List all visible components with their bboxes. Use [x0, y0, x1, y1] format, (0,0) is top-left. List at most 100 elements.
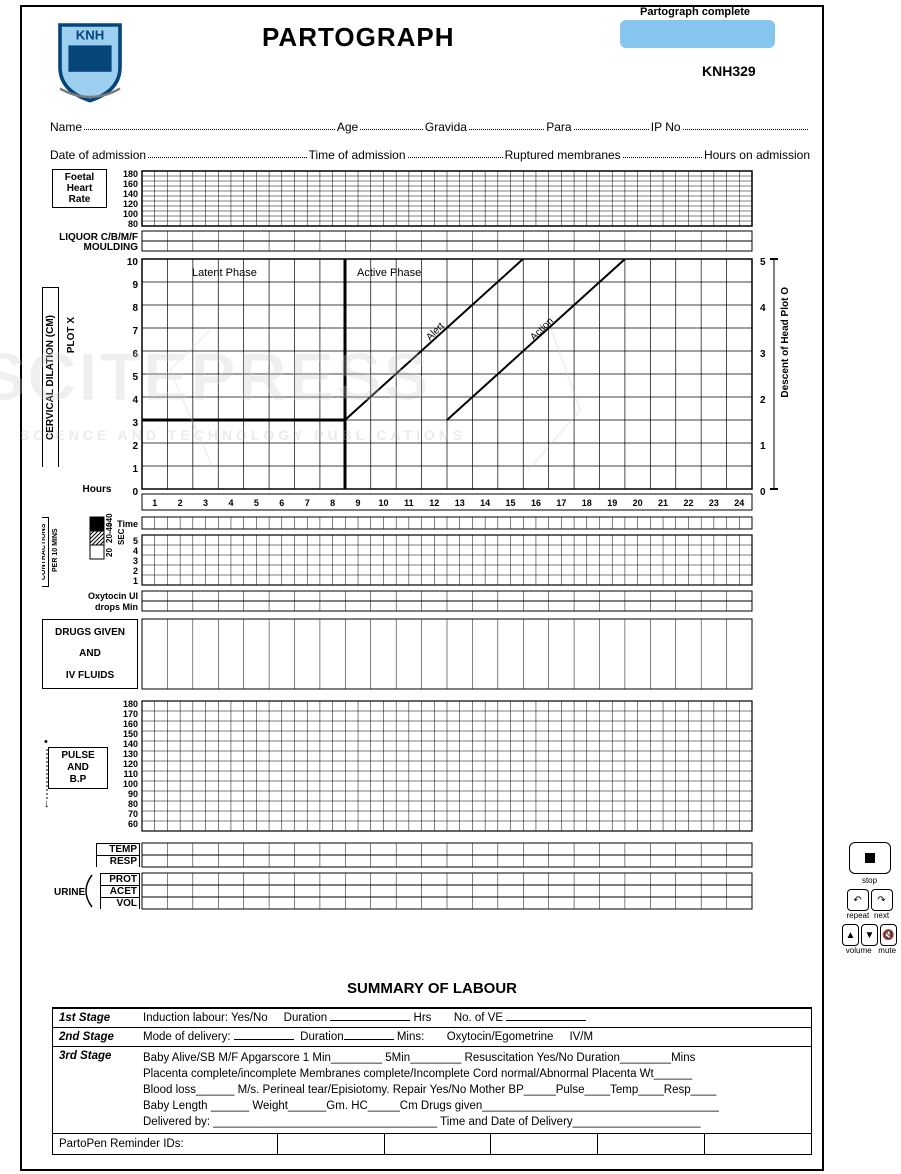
- svg-text:23: 23: [709, 498, 719, 508]
- s2a: Mode of delivery:: [143, 1031, 231, 1043]
- svg-text:8: 8: [330, 498, 335, 508]
- svg-text:5: 5: [760, 257, 766, 268]
- lbl-acet: ACET: [100, 885, 140, 897]
- svg-text:3: 3: [133, 556, 138, 566]
- lbl-fhr-2: Heart: [57, 183, 102, 194]
- svg-text:140: 140: [123, 189, 138, 199]
- s2b: Duration: [300, 1031, 343, 1043]
- vol-down-button[interactable]: ▼: [861, 924, 878, 946]
- form-code: KNH329: [702, 63, 756, 79]
- svg-text:80: 80: [128, 799, 138, 809]
- lbl-latent: Latent Phase: [192, 267, 257, 279]
- s1d: No. of VE: [454, 1012, 503, 1024]
- svg-text:160: 160: [123, 179, 138, 189]
- form-frame: KNH PARTOGRAPH KNH329 Name Age Gravida P…: [20, 5, 824, 1171]
- svg-text:20: 20: [633, 498, 643, 508]
- svg-text:2: 2: [760, 395, 766, 406]
- svg-text:80: 80: [128, 219, 138, 229]
- lbl-active: Active Phase: [357, 267, 421, 279]
- repeat-button[interactable]: ↶: [847, 889, 869, 911]
- lbl-rm: Ruptured membranes: [505, 145, 621, 165]
- s2c: Mins:: [397, 1031, 424, 1043]
- svg-text:5: 5: [132, 372, 138, 383]
- svg-text:100: 100: [123, 209, 138, 219]
- svg-text:17: 17: [556, 498, 566, 508]
- stage3-label: 3rd Stage: [53, 1046, 137, 1133]
- lbl-time: Time: [117, 519, 138, 529]
- lbl-plotx: PLOT X: [66, 317, 77, 353]
- s3-3: Blood loss______ M/s. Perineal tear/Epis…: [143, 1082, 805, 1098]
- s3-4: Baby Length ______ Weight______Gm. HC___…: [143, 1098, 805, 1114]
- svg-text:19: 19: [607, 498, 617, 508]
- stop-button[interactable]: [849, 842, 891, 874]
- summary-table: 1st Stage Induction labour: Yes/No Durat…: [52, 1007, 812, 1155]
- legend-20: 20: [105, 548, 114, 557]
- s3-1: Baby Alive/SB M/F Apgarscore 1 Min______…: [143, 1050, 805, 1066]
- lbl-pulse2: AND: [53, 762, 103, 774]
- lbl-stop: stop: [842, 876, 897, 885]
- svg-text:140: 140: [123, 739, 138, 749]
- svg-text:150: 150: [123, 729, 138, 739]
- lbl-mute: mute: [877, 946, 897, 955]
- lbl-descent: Descent of Head Plot O: [780, 287, 791, 398]
- lbl-name: Name: [50, 117, 82, 137]
- stage2-label: 2nd Stage: [53, 1027, 137, 1046]
- s1a: Induction labour: Yes/No: [143, 1012, 268, 1024]
- svg-text:120: 120: [123, 759, 138, 769]
- svg-text:11: 11: [404, 498, 414, 508]
- lbl-moulding: MOULDING: [84, 242, 139, 253]
- svg-text:110: 110: [123, 769, 138, 779]
- s2e: IV/M: [569, 1031, 593, 1043]
- lbl-drugs1: DRUGS GIVEN: [47, 627, 133, 638]
- svg-text:2: 2: [178, 498, 183, 508]
- svg-text:13: 13: [455, 498, 465, 508]
- vol-up-button[interactable]: ▲: [842, 924, 859, 946]
- lbl-prot: PROT: [100, 873, 140, 885]
- svg-text:1: 1: [132, 464, 138, 475]
- svg-text:7: 7: [305, 498, 310, 508]
- lbl-contractions: CONTRACTIONS: [42, 517, 49, 587]
- s3-2: Placenta complete/incomplete Membranes c…: [143, 1066, 805, 1082]
- partopen-label: PartoPen Reminder IDs:: [53, 1134, 278, 1154]
- svg-text:↓: ↓: [44, 798, 50, 810]
- svg-text:4: 4: [133, 546, 138, 556]
- mute-button[interactable]: 🔇: [880, 924, 897, 946]
- svg-text:100: 100: [123, 779, 138, 789]
- lbl-resp: RESP: [96, 855, 140, 867]
- lbl-para: Para: [546, 117, 571, 137]
- summary-heading: SUMMARY OF LABOUR: [52, 980, 812, 997]
- s1b: Duration: [284, 1012, 327, 1024]
- legend-sec: SEC: [117, 528, 126, 545]
- svg-text:10: 10: [127, 257, 139, 268]
- svg-text:8: 8: [132, 303, 138, 314]
- next-button[interactable]: ↷: [871, 889, 893, 911]
- lbl-fhr-3: Rate: [57, 194, 102, 205]
- svg-text:1: 1: [760, 441, 766, 452]
- lbl-drugs2: AND: [47, 648, 133, 659]
- svg-text:15: 15: [506, 498, 516, 508]
- lbl-oxy1: Oxytocin UI: [88, 591, 138, 601]
- svg-text:2: 2: [133, 566, 138, 576]
- svg-text:3: 3: [203, 498, 208, 508]
- lbl-ipno: IP No: [651, 117, 681, 137]
- svg-text:22: 22: [683, 498, 693, 508]
- svg-text:4: 4: [132, 395, 138, 406]
- media-controls: stop ↶ ↷ repeatnext ▲ ▼ 🔇 volumemute: [842, 840, 897, 955]
- svg-text:0: 0: [760, 487, 766, 498]
- lbl-volume: volume: [842, 946, 875, 955]
- lbl-gravida: Gravida: [425, 117, 467, 137]
- status-box: [620, 20, 775, 48]
- demographics-block: Name Age Gravida Para IP No Date of admi…: [50, 117, 810, 165]
- svg-text:6: 6: [279, 498, 284, 508]
- lbl-doa: Date of admission: [50, 145, 146, 165]
- lbl-repeat: repeat: [847, 911, 869, 920]
- svg-text:180: 180: [123, 699, 138, 709]
- lbl-per10: PER 10 MINS: [52, 517, 59, 583]
- svg-text:9: 9: [132, 280, 138, 291]
- s1c: Hrs: [414, 1012, 432, 1024]
- svg-text:24: 24: [734, 498, 744, 508]
- svg-text:1: 1: [152, 498, 157, 508]
- svg-text:7: 7: [132, 326, 138, 337]
- svg-text:4: 4: [760, 303, 766, 314]
- svg-text:21: 21: [658, 498, 668, 508]
